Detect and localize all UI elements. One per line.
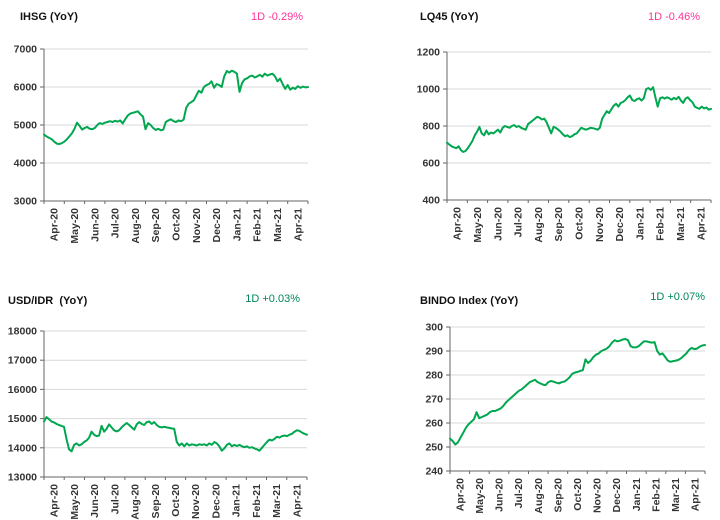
svg-text:Apr-20: Apr-20 <box>452 207 464 240</box>
svg-text:Nov-20: Nov-20 <box>592 478 604 513</box>
bindo-line-chart: 240 250 260 270 280 290 300 Apr-20 May-20 Jun-20 J… <box>425 322 706 514</box>
svg-text:240: 240 <box>425 466 443 478</box>
svg-text:Mar-21: Mar-21 <box>675 207 687 241</box>
svg-text:800: 800 <box>422 121 440 133</box>
svg-text:Feb-21: Feb-21 <box>252 208 264 242</box>
svg-text:1000: 1000 <box>417 84 441 96</box>
svg-text:Jun-20: Jun-20 <box>89 208 101 242</box>
chart-title: BINDO Index (YoY) <box>420 295 519 307</box>
svg-text:Aug-20: Aug-20 <box>130 208 142 244</box>
svg-text:5000: 5000 <box>14 120 38 132</box>
svg-text:May-20: May-20 <box>472 207 484 243</box>
svg-text:Apr-20: Apr-20 <box>49 484 61 517</box>
svg-text:Jul-20: Jul-20 <box>513 207 525 238</box>
svg-text:Apr-21: Apr-21 <box>292 208 304 241</box>
svg-text:Mar-21: Mar-21 <box>271 484 283 518</box>
svg-text:260: 260 <box>425 418 443 430</box>
svg-text:Sep-20: Sep-20 <box>150 208 162 243</box>
svg-text:290: 290 <box>425 346 443 358</box>
usdidr-line-chart: 13000 14000 15000 16000 17000 18000 Apr-20 May-… <box>8 326 308 520</box>
svg-text:Apr-21: Apr-21 <box>690 478 702 511</box>
svg-text:Mar-21: Mar-21 <box>272 208 284 242</box>
chart-title: LQ45 (YoY) <box>420 11 479 23</box>
chart-panel-lq45: 400 600 800 1000 1200 Apr-20 May-20 Jun-20 Jul-2… <box>360 0 720 260</box>
svg-text:Jun-20: Jun-20 <box>89 484 101 518</box>
svg-text:300: 300 <box>425 322 443 334</box>
svg-text:Oct-20: Oct-20 <box>170 484 182 517</box>
svg-text:Aug-20: Aug-20 <box>533 207 545 243</box>
daily-change-badge: 1D +0.03% <box>245 293 300 305</box>
ihsg-line-chart: 3000 4000 5000 6000 7000 Apr-20 May-20 Jun-20 Ju… <box>14 44 309 244</box>
svg-text:Dec-20: Dec-20 <box>211 208 223 243</box>
svg-text:Jan-21: Jan-21 <box>631 478 643 511</box>
svg-text:1200: 1200 <box>417 47 441 59</box>
svg-text:Jan-21: Jan-21 <box>231 484 243 517</box>
daily-change-badge: 1D -0.46% <box>648 11 700 23</box>
daily-change-badge: 1D +0.07% <box>650 291 705 303</box>
svg-text:3000: 3000 <box>14 196 38 208</box>
svg-text:Jul-20: Jul-20 <box>109 484 121 515</box>
svg-text:Feb-21: Feb-21 <box>651 478 663 512</box>
chart-panel-usdidr: 13000 14000 15000 16000 17000 18000 Apr-20 May-… <box>0 260 360 520</box>
svg-text:Nov-20: Nov-20 <box>594 207 606 242</box>
svg-text:Mar-21: Mar-21 <box>670 478 682 512</box>
svg-text:600: 600 <box>422 158 440 170</box>
svg-text:Dec-20: Dec-20 <box>211 484 223 519</box>
chart-panel-bindo: 240 250 260 270 280 290 300 Apr-20 May-20 Jun-20 J… <box>360 260 720 520</box>
svg-text:Nov-20: Nov-20 <box>190 484 202 519</box>
svg-text:Aug-20: Aug-20 <box>533 478 545 514</box>
svg-text:14000: 14000 <box>8 442 37 454</box>
svg-text:Jun-20: Jun-20 <box>494 478 506 512</box>
svg-text:Oct-20: Oct-20 <box>574 207 586 240</box>
svg-text:400: 400 <box>422 195 440 207</box>
svg-text:17000: 17000 <box>8 355 37 367</box>
chart-title: IHSG (YoY) <box>20 11 78 23</box>
svg-text:13000: 13000 <box>8 472 37 484</box>
svg-text:270: 270 <box>425 394 443 406</box>
svg-text:Dec-20: Dec-20 <box>614 207 626 242</box>
svg-text:4000: 4000 <box>14 158 38 170</box>
svg-text:250: 250 <box>425 442 443 454</box>
svg-text:Jan-21: Jan-21 <box>231 208 243 241</box>
svg-text:Apr-21: Apr-21 <box>695 207 707 240</box>
svg-text:16000: 16000 <box>8 384 37 396</box>
svg-text:Jul-20: Jul-20 <box>110 208 122 239</box>
svg-text:18000: 18000 <box>8 326 37 338</box>
svg-text:Sep-20: Sep-20 <box>150 484 162 519</box>
svg-text:Sep-20: Sep-20 <box>553 207 565 242</box>
svg-text:15000: 15000 <box>8 413 37 425</box>
chart-title: USD/IDR (YoY) <box>8 295 88 307</box>
svg-text:May-20: May-20 <box>69 208 81 244</box>
svg-text:Oct-20: Oct-20 <box>171 208 183 241</box>
svg-text:Apr-21: Apr-21 <box>291 484 303 517</box>
svg-text:Apr-20: Apr-20 <box>454 478 466 511</box>
svg-text:Dec-20: Dec-20 <box>611 478 623 513</box>
svg-text:May-20: May-20 <box>69 484 81 520</box>
svg-text:280: 280 <box>425 370 443 382</box>
svg-text:Jan-21: Jan-21 <box>634 207 646 240</box>
svg-text:Oct-20: Oct-20 <box>572 478 584 511</box>
svg-text:6000: 6000 <box>14 82 38 94</box>
lq45-line-chart: 400 600 800 1000 1200 Apr-20 May-20 Jun-20 Jul-2… <box>417 47 712 243</box>
svg-text:Jul-20: Jul-20 <box>513 478 525 509</box>
svg-text:Jun-20: Jun-20 <box>492 207 504 241</box>
svg-text:Apr-20: Apr-20 <box>49 208 61 241</box>
svg-text:Nov-20: Nov-20 <box>191 208 203 243</box>
svg-text:Feb-21: Feb-21 <box>251 484 263 518</box>
svg-text:7000: 7000 <box>14 44 38 56</box>
svg-text:Aug-20: Aug-20 <box>130 484 142 520</box>
daily-change-badge: 1D -0.29% <box>251 11 303 23</box>
svg-text:Sep-20: Sep-20 <box>552 478 564 513</box>
chart-panel-ihsg: 3000 4000 5000 6000 7000 Apr-20 May-20 Jun-20 Ju… <box>0 0 360 260</box>
svg-text:Feb-21: Feb-21 <box>655 207 667 241</box>
svg-text:May-20: May-20 <box>474 478 486 514</box>
